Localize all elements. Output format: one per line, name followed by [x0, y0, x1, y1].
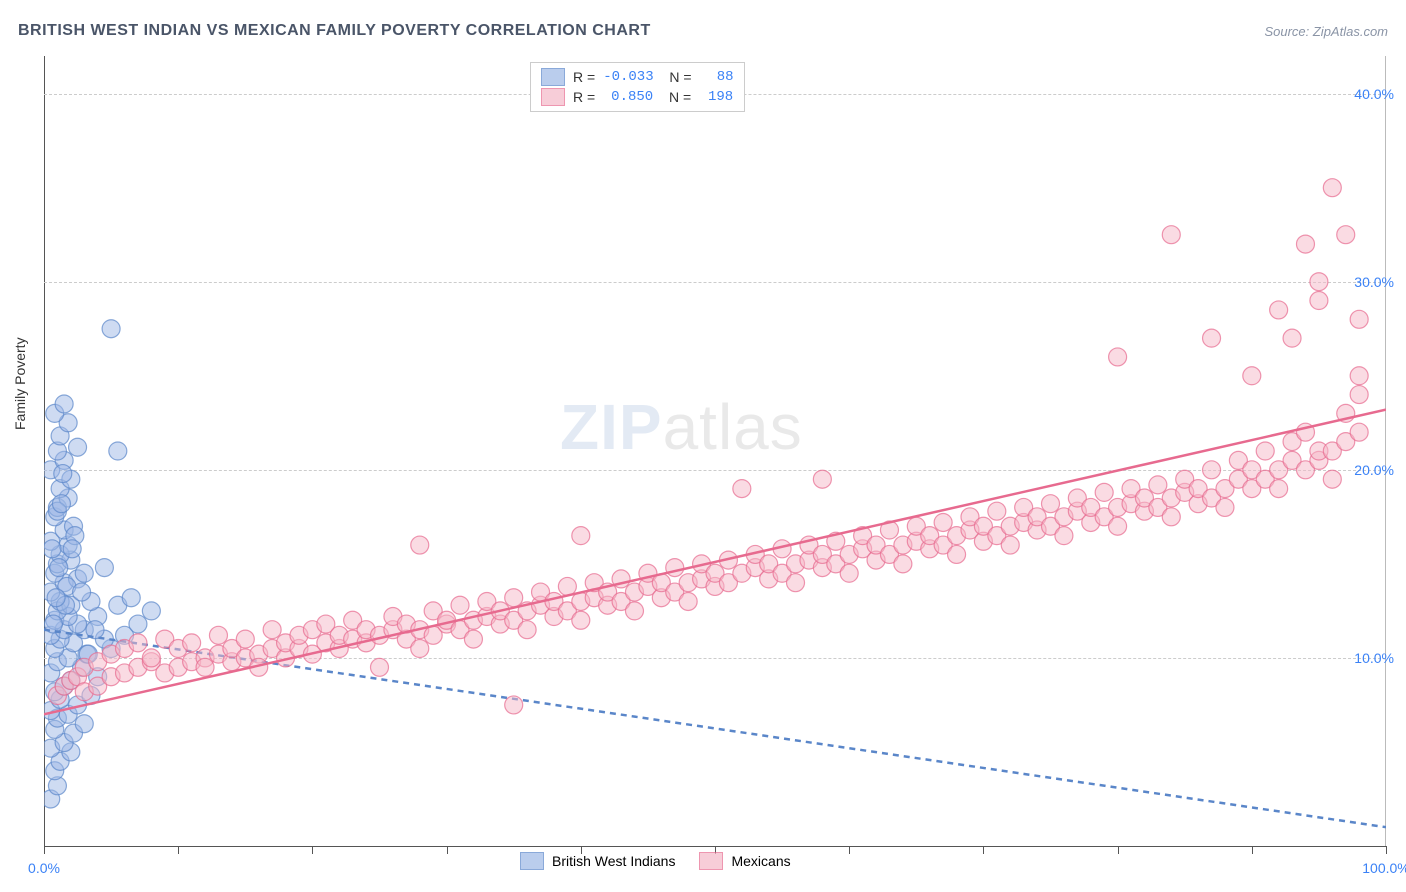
legend-swatch — [541, 88, 565, 106]
stat-r-label: R = — [573, 67, 595, 87]
stats-legend-box: R = -0.033 N = 88R = 0.850 N = 198 — [530, 62, 745, 112]
legend-swatch — [699, 852, 723, 870]
y-axis-label: Family Poverty — [12, 337, 28, 430]
stat-n-label: N = — [662, 67, 692, 87]
stats-row: R = 0.850 N = 198 — [541, 87, 734, 107]
source-label: Source: ZipAtlas.com — [1264, 24, 1388, 39]
legend-label: British West Indians — [552, 853, 675, 869]
y-tick-label: 20.0% — [1354, 462, 1394, 478]
chart-right-border — [1385, 56, 1386, 846]
chart-title: BRITISH WEST INDIAN VS MEXICAN FAMILY PO… — [18, 22, 651, 40]
stat-r-label: R = — [573, 87, 595, 107]
stat-n-label: N = — [661, 87, 691, 107]
stat-n-value: 88 — [700, 67, 734, 87]
stat-r-value: 0.850 — [603, 87, 653, 107]
bottom-legend: British West Indians Mexicans — [520, 852, 791, 870]
y-tick-label: 40.0% — [1354, 86, 1394, 102]
legend-swatch — [541, 68, 565, 86]
x-tick — [1118, 846, 1119, 854]
x-tick — [1252, 846, 1253, 854]
x-tick — [1386, 846, 1387, 854]
legend-swatch — [520, 852, 544, 870]
gridline-h — [44, 470, 1386, 471]
stat-r-value: -0.033 — [603, 67, 653, 87]
legend-item: Mexicans — [699, 852, 790, 870]
x-tick — [849, 846, 850, 854]
stats-row: R = -0.033 N = 88 — [541, 67, 734, 87]
stat-n-value: 198 — [699, 87, 733, 107]
y-tick-label: 30.0% — [1354, 274, 1394, 290]
gridline-h — [44, 282, 1386, 283]
x-tick-label: 100.0% — [1362, 860, 1406, 876]
legend-item: British West Indians — [520, 852, 675, 870]
x-tick-label: 0.0% — [28, 860, 60, 876]
y-tick-label: 10.0% — [1354, 650, 1394, 666]
chart-plot-area — [44, 56, 1387, 847]
legend-label: Mexicans — [731, 853, 790, 869]
gridline-h — [44, 658, 1386, 659]
x-tick — [178, 846, 179, 854]
x-tick — [983, 846, 984, 854]
x-tick — [44, 846, 45, 854]
x-tick — [312, 846, 313, 854]
x-tick — [447, 846, 448, 854]
